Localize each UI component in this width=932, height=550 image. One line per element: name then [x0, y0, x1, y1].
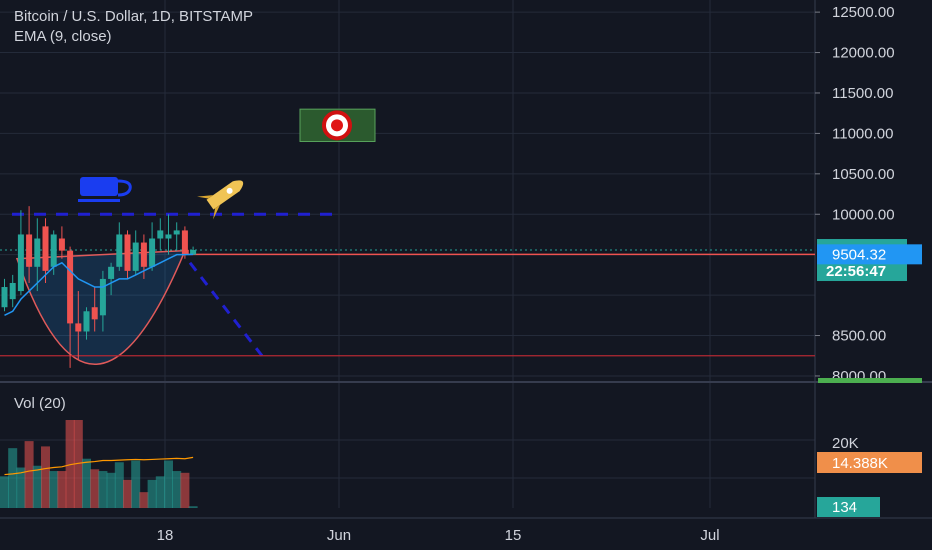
- time-tick-label: 15: [505, 527, 522, 544]
- volume-bar: [155, 476, 165, 508]
- rocket-body: [206, 180, 244, 210]
- time-tick-label: 18: [157, 527, 174, 544]
- volume-bar: [180, 472, 190, 508]
- candle-body: [173, 230, 180, 235]
- countdown-label: 22:56:47: [826, 263, 886, 280]
- candle-body: [9, 282, 16, 300]
- volume-bar: [57, 471, 67, 508]
- price-tick-label: 10000.00: [832, 206, 895, 223]
- volume-bar: [147, 479, 157, 508]
- candle-body: [108, 266, 115, 279]
- price-tick-label: 12000.00: [832, 45, 895, 62]
- candle-body: [99, 278, 106, 316]
- ema-value-box: [817, 244, 922, 265]
- candle-body: [124, 234, 131, 271]
- volume-bar: [49, 471, 59, 508]
- volume-bar: [164, 460, 173, 508]
- target-icon-center: [331, 119, 343, 132]
- price-tick-label: 8500.00: [832, 328, 886, 345]
- volume-bar: [41, 446, 50, 508]
- candle-body: [17, 234, 24, 292]
- volume-bar: [32, 465, 42, 508]
- volume-axis-label: 20K: [832, 435, 859, 452]
- countdown-box: [817, 261, 907, 282]
- volume-bar: [24, 441, 34, 508]
- price-tick-label: 11000.00: [832, 125, 893, 142]
- candle-body: [67, 250, 74, 324]
- price-tick-label: 10500.00: [832, 166, 895, 183]
- coffee-cup-handle: [117, 179, 132, 197]
- projection-dashed-line: [188, 261, 264, 357]
- volume-bar: [123, 479, 132, 508]
- candle-body: [149, 238, 156, 267]
- candle-body: [190, 250, 197, 255]
- volume-bar: [16, 467, 26, 508]
- volume-bar: [65, 420, 75, 508]
- candle-body: [140, 242, 147, 267]
- rocket-window: [226, 187, 233, 194]
- time-tick-label: Jun: [327, 527, 351, 544]
- last-volume-label: 134: [832, 499, 857, 516]
- candle-body: [181, 230, 188, 255]
- ema-line: [4, 253, 194, 316]
- candle-body: [26, 234, 33, 267]
- volume-ma-label: 14.388K: [832, 455, 888, 472]
- coffee-cup-icon: [80, 177, 118, 196]
- rocket-fins: [197, 195, 220, 220]
- volume-bar: [188, 506, 198, 508]
- candle-body: [132, 242, 139, 271]
- axis-green-marker: [818, 378, 922, 383]
- candle-body: [42, 226, 49, 271]
- price-tick-label: 11500.00: [832, 85, 893, 102]
- last-volume-box: [817, 497, 880, 517]
- volume-bar: [139, 492, 149, 508]
- volume-ma-line: [4, 456, 194, 476]
- candle-body: [1, 287, 8, 308]
- volume-bar: [90, 469, 100, 508]
- candle-body: [75, 323, 82, 332]
- volume-bar: [0, 476, 9, 508]
- candle-body: [58, 238, 65, 251]
- candle-body: [50, 234, 57, 267]
- volume-bar: [172, 471, 182, 508]
- volume-bar: [8, 448, 18, 508]
- time-tick-label: Jul: [700, 527, 719, 544]
- candle-body: [165, 234, 172, 239]
- candle-body: [91, 307, 98, 320]
- rocket-icon: [197, 180, 244, 220]
- volume-bar: [106, 472, 116, 508]
- coffee-cup-saucer: [78, 199, 120, 202]
- volume-ma-box: [817, 452, 922, 473]
- volume-bar: [73, 420, 83, 508]
- chart-title: Bitcoin / U.S. Dollar, 1D, BITSTAMP: [14, 8, 253, 25]
- volume-bar: [114, 462, 124, 508]
- candle-body: [116, 234, 123, 267]
- volume-bar: [131, 460, 141, 508]
- volume-bar: [82, 458, 91, 508]
- volume-bar: [98, 471, 108, 508]
- candle-body: [157, 230, 164, 239]
- price-tick-label: 12500.00: [832, 4, 895, 21]
- volume-legend: Vol (20): [14, 395, 66, 412]
- ema-value-label: 9504.32: [832, 246, 886, 263]
- candle-body: [34, 238, 41, 267]
- candle-body: [83, 311, 90, 332]
- ema-legend: EMA (9, close): [14, 28, 112, 45]
